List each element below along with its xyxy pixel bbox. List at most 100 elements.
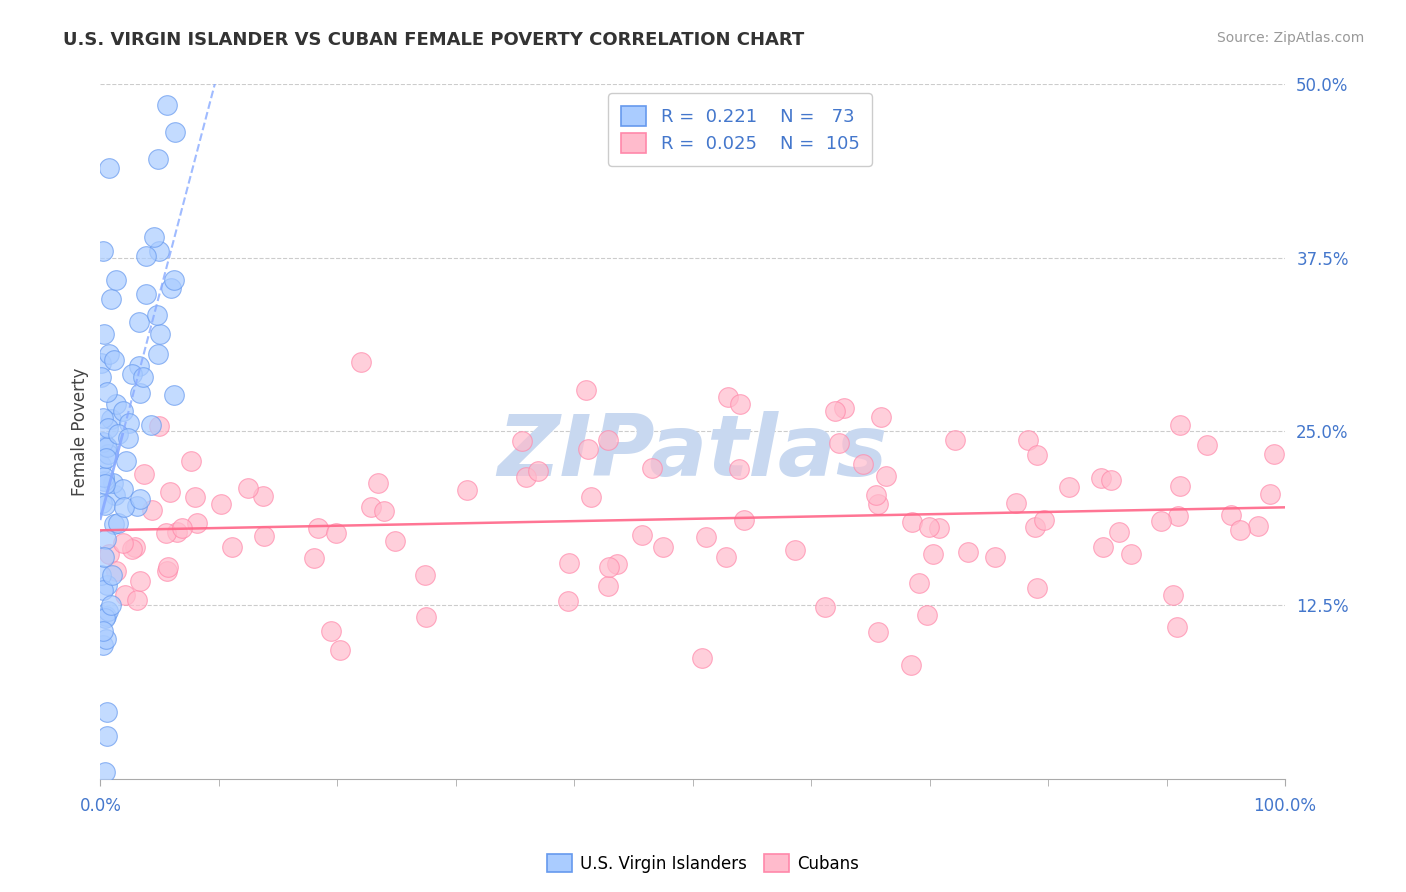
Point	[186, 516, 208, 530]
Point	[107, 427, 129, 442]
Point	[98, 547, 121, 561]
Point	[91, 244, 114, 258]
Point	[94, 608, 117, 623]
Point	[139, 418, 162, 433]
Point	[128, 385, 150, 400]
Text: Source: ZipAtlas.com: Source: ZipAtlas.com	[1216, 31, 1364, 45]
Point	[172, 521, 194, 535]
Point	[1057, 480, 1080, 494]
Point	[107, 516, 129, 530]
Point	[128, 359, 150, 374]
Legend: U.S. Virgin Islanders, Cubans: U.S. Virgin Islanders, Cubans	[540, 847, 866, 880]
Point	[576, 442, 599, 457]
Point	[1229, 523, 1251, 537]
Point	[813, 599, 835, 614]
Point	[97, 161, 120, 175]
Point	[104, 488, 127, 502]
Point	[875, 468, 897, 483]
Point	[163, 273, 186, 287]
Point	[1220, 508, 1243, 522]
Point	[96, 441, 118, 455]
Legend: R =  0.221    N =   73, R =  0.025    N =  105: R = 0.221 N = 73, R = 0.025 N = 105	[609, 94, 872, 166]
Point	[90, 568, 112, 582]
Point	[1025, 448, 1047, 462]
Point	[901, 515, 924, 529]
Point	[96, 384, 118, 399]
Point	[943, 433, 966, 447]
Point	[128, 574, 150, 588]
Point	[221, 540, 243, 554]
Point	[598, 579, 620, 593]
Point	[1004, 496, 1026, 510]
Point	[166, 524, 188, 539]
Point	[1026, 581, 1049, 595]
Point	[97, 446, 120, 460]
Point	[100, 293, 122, 307]
Point	[915, 607, 938, 622]
Point	[96, 450, 118, 465]
Point	[302, 551, 325, 566]
Point	[141, 503, 163, 517]
Point	[118, 417, 141, 431]
Point	[101, 475, 124, 490]
Point	[579, 491, 602, 505]
Point	[112, 500, 135, 515]
Point	[1168, 479, 1191, 493]
Point	[527, 465, 550, 479]
Y-axis label: Female Poverty: Female Poverty	[72, 368, 89, 496]
Point	[93, 327, 115, 342]
Point	[956, 545, 979, 559]
Point	[921, 547, 943, 561]
Point	[142, 230, 165, 244]
Point	[900, 658, 922, 673]
Point	[606, 557, 628, 571]
Point	[1166, 620, 1188, 634]
Point	[93, 549, 115, 564]
Point	[96, 578, 118, 592]
Point	[128, 315, 150, 329]
Point	[156, 565, 179, 579]
Point	[783, 543, 806, 558]
Point	[415, 610, 437, 624]
Point	[852, 457, 875, 471]
Point	[640, 460, 662, 475]
Point	[104, 397, 127, 411]
Point	[1168, 418, 1191, 433]
Point	[93, 498, 115, 512]
Point	[918, 519, 941, 533]
Point	[557, 593, 579, 607]
Point	[103, 517, 125, 532]
Point	[91, 435, 114, 450]
Point	[96, 706, 118, 720]
Point	[733, 513, 755, 527]
Point	[148, 244, 170, 258]
Point	[156, 97, 179, 112]
Point	[652, 541, 675, 555]
Point	[1099, 473, 1122, 487]
Point	[98, 346, 121, 360]
Point	[155, 526, 177, 541]
Point	[135, 249, 157, 263]
Point	[515, 470, 537, 484]
Point	[93, 624, 115, 638]
Point	[1090, 471, 1112, 485]
Point	[824, 403, 846, 417]
Point	[1017, 433, 1039, 447]
Point	[1108, 524, 1130, 539]
Point	[97, 421, 120, 435]
Point	[90, 496, 112, 510]
Point	[510, 434, 533, 449]
Point	[91, 638, 114, 652]
Point	[104, 273, 127, 287]
Point	[101, 568, 124, 582]
Point	[94, 611, 117, 625]
Point	[1033, 513, 1056, 527]
Point	[1258, 487, 1281, 501]
Point	[717, 390, 740, 404]
Point	[325, 526, 347, 541]
Point	[984, 549, 1007, 564]
Point	[94, 439, 117, 453]
Point	[1091, 540, 1114, 554]
Text: U.S. VIRGIN ISLANDER VS CUBAN FEMALE POVERTY CORRELATION CHART: U.S. VIRGIN ISLANDER VS CUBAN FEMALE POV…	[63, 31, 804, 49]
Point	[1161, 588, 1184, 602]
